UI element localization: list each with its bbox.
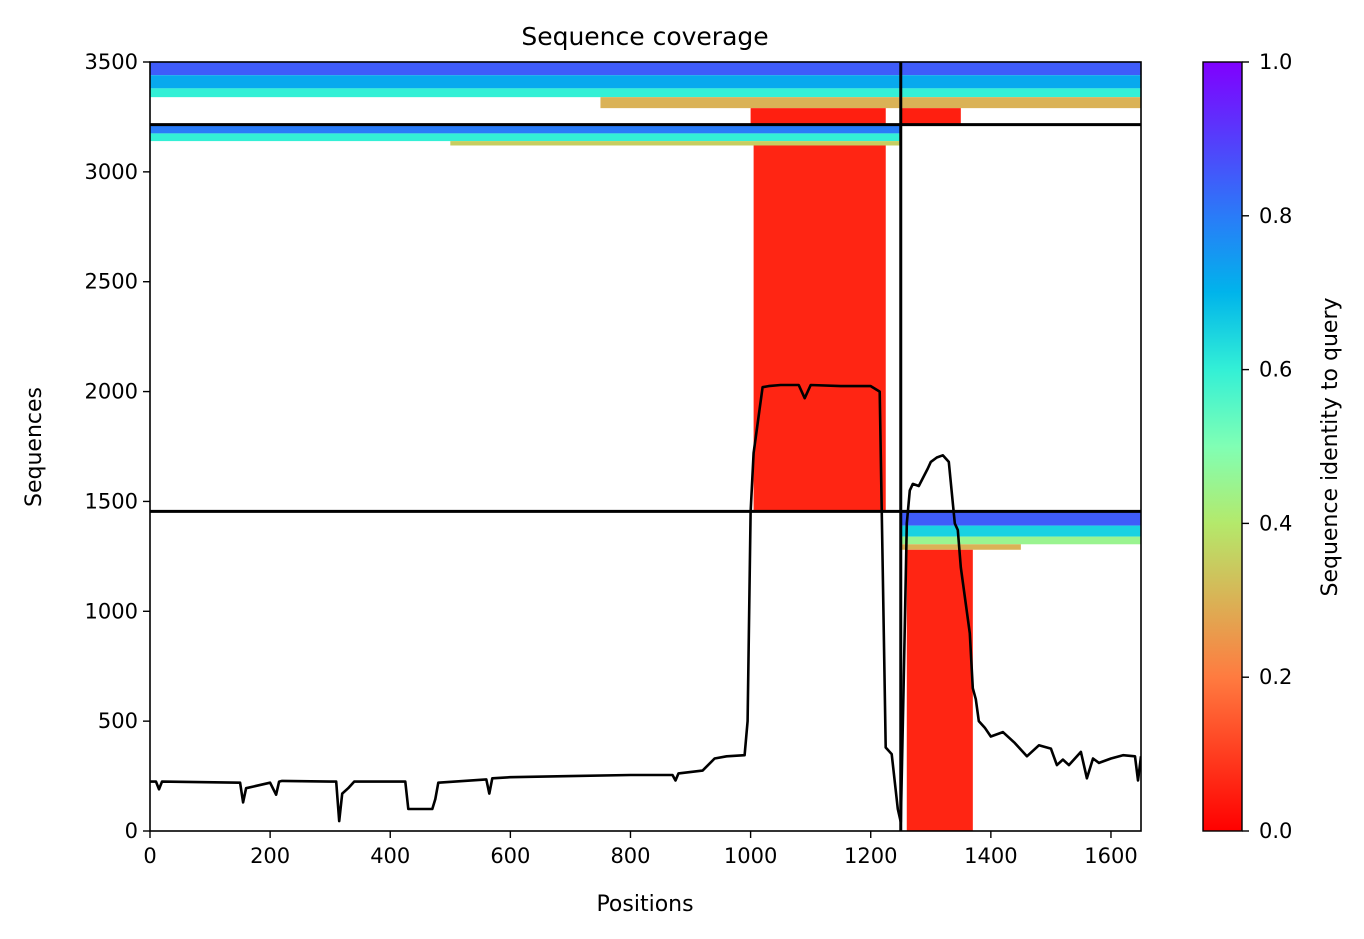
colorbar-label: Sequence identity to query xyxy=(1318,297,1343,596)
x-tick-label: 1200 xyxy=(844,844,897,868)
coverage-heatmap xyxy=(150,62,1141,831)
y-tick-label: 1000 xyxy=(85,599,138,623)
colorbar xyxy=(1202,61,1243,832)
colorbar-tick-label: 0.0 xyxy=(1259,819,1292,843)
x-tick-label: 1000 xyxy=(724,844,777,868)
coverage-block xyxy=(750,108,886,125)
x-tick-label: 600 xyxy=(490,844,530,868)
y-tick-label: 3500 xyxy=(85,50,138,74)
colorbar-tick-label: 0.2 xyxy=(1259,665,1292,689)
coverage-block xyxy=(900,536,1141,545)
x-tick-label: 400 xyxy=(370,844,410,868)
plot-frame xyxy=(149,61,1142,832)
colorbar-tick-label: 0.6 xyxy=(1259,358,1292,382)
y-tick-label: 2000 xyxy=(85,380,138,404)
y-tick-label: 2500 xyxy=(85,270,138,294)
coverage-block xyxy=(906,549,973,831)
x-tick-label: 200 xyxy=(250,844,290,868)
colorbar-tick-label: 0.8 xyxy=(1259,204,1292,228)
coverage-block xyxy=(150,133,901,142)
colorbar-ticks: 0.0 0.2 0.4 0.6 0.8 1.0 xyxy=(1242,50,1292,843)
coverage-block xyxy=(150,75,1141,89)
coverage-line-layer xyxy=(150,383,1141,824)
x-tick-label: 1600 xyxy=(1084,844,1137,868)
x-tick-label: 800 xyxy=(610,844,650,868)
coverage-block xyxy=(900,511,1141,526)
y-tick-label: 500 xyxy=(98,709,138,733)
x-tick-label: 0 xyxy=(143,844,156,868)
x-axis-label: Positions xyxy=(596,892,693,917)
plot-background xyxy=(150,62,1141,831)
coverage-block xyxy=(150,88,1141,98)
coverage-block xyxy=(753,145,886,512)
y-tick-label: 0 xyxy=(125,819,138,843)
y-axis-ticks: 0 500 1000 1500 2000 2500 3000 3500 xyxy=(85,50,150,843)
coverage-line xyxy=(150,383,1141,824)
chart-title: Sequence coverage xyxy=(521,22,768,51)
y-tick-label: 3000 xyxy=(85,160,138,184)
coverage-block xyxy=(900,97,1141,109)
coverage-block xyxy=(150,62,1141,76)
coverage-block xyxy=(900,108,961,125)
y-axis-label: Sequences xyxy=(22,387,47,507)
colorbar-tick-label: 1.0 xyxy=(1259,50,1292,74)
coverage-block xyxy=(600,97,901,109)
x-axis-ticks: 0 200 400 600 800 1000 1200 1400 1600 xyxy=(143,831,1138,868)
boundary-lines xyxy=(150,62,1141,831)
coverage-block xyxy=(900,525,1141,537)
coverage-block xyxy=(150,124,901,134)
x-tick-label: 1400 xyxy=(964,844,1017,868)
colorbar-tick-label: 0.4 xyxy=(1259,511,1292,535)
coverage-block xyxy=(450,141,901,146)
y-tick-label: 1500 xyxy=(85,489,138,513)
coverage-block xyxy=(900,544,1021,550)
